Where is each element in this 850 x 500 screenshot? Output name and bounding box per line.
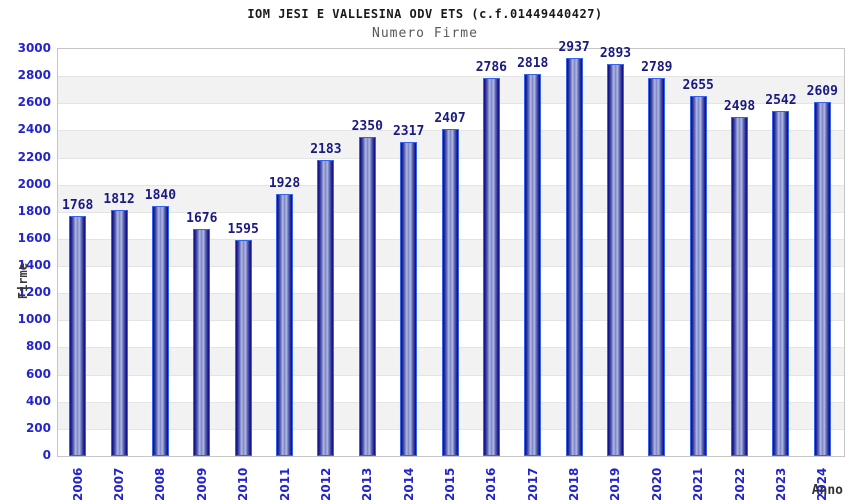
bar-2007 [110, 210, 128, 456]
bar-2022 [731, 117, 749, 456]
y-tick-label: 2400 [17, 122, 51, 137]
y-tick-label: 3000 [17, 41, 51, 55]
y-tick-label: 800 [25, 339, 51, 354]
y-tick-label: 1000 [17, 312, 51, 327]
bar-2011 [276, 194, 294, 456]
x-tick-label: 2011 [277, 467, 292, 500]
bar-value-label: 1928 [268, 176, 301, 192]
y-tick-label: 2200 [17, 149, 51, 164]
bar-2014 [400, 141, 418, 456]
bar-2012 [317, 159, 335, 456]
x-tick-label: 2021 [691, 467, 706, 500]
x-tick-label: 2015 [443, 467, 457, 500]
y-tick-label: 1400 [17, 258, 51, 273]
bar-2023 [772, 111, 790, 456]
bar-value-label: 1812 [103, 192, 135, 208]
bar-2019 [606, 63, 624, 456]
bar-value-label: 1768 [62, 198, 94, 214]
x-tick-label: 2017 [525, 467, 540, 500]
x-tick-label: 2023 [773, 467, 788, 500]
x-tick-label: 2014 [401, 467, 416, 500]
bar-value-label: 2350 [351, 119, 383, 135]
bar-value-label: 2818 [517, 55, 549, 71]
bar-value-label: 2407 [434, 111, 466, 127]
bar-2006 [69, 216, 87, 456]
chart-title: IOM JESI E VALLESINA ODV ETS (c.f.014494… [247, 7, 603, 21]
bar-value-label: 2789 [641, 59, 673, 75]
y-tick-label: 1800 [17, 203, 51, 218]
bar-value-label: 2498 [723, 99, 756, 115]
x-tick-label: 2018 [567, 467, 582, 500]
x-tick-label: 2022 [732, 467, 747, 500]
y-axis-title: Firme [16, 263, 30, 300]
bar-2015 [441, 129, 459, 456]
bar-2008 [151, 206, 169, 456]
x-tick-label: 2016 [484, 467, 499, 500]
y-tick-label: 1600 [17, 230, 51, 245]
grid-band [58, 103, 844, 130]
bar-2018 [565, 57, 583, 456]
x-tick-label: 2020 [649, 467, 664, 500]
y-tick-label: 2000 [17, 176, 51, 191]
bar-2020 [648, 77, 666, 456]
x-tick-label: 2012 [318, 467, 333, 500]
x-tick-label: 2010 [236, 467, 251, 500]
x-tick-label: 2009 [194, 467, 209, 500]
grid-band [58, 49, 844, 76]
bar-value-label: 1595 [227, 221, 259, 237]
bar-2024 [813, 102, 831, 456]
y-tick-label: 2800 [17, 68, 51, 83]
bar-value-label: 2655 [682, 77, 714, 93]
x-tick-label: 2007 [112, 467, 127, 500]
bar-value-label: 2183 [310, 141, 342, 157]
bar-2013 [358, 137, 376, 456]
y-tick-label: 400 [25, 393, 51, 408]
bar-value-label: 2786 [475, 60, 508, 76]
bar-value-label: 1676 [186, 210, 218, 226]
chart-subtitle: Numero Firme [372, 26, 478, 41]
bar-2009 [193, 228, 211, 456]
bar-value-label: 2609 [806, 84, 838, 100]
bar-value-label: 2317 [392, 123, 425, 139]
y-tick-label: 200 [25, 420, 51, 435]
x-tick-label: 2013 [360, 467, 375, 500]
bar-2021 [689, 95, 707, 456]
y-tick-label: 2600 [17, 95, 51, 110]
bar-value-label: 2893 [599, 45, 632, 61]
bar-value-label: 2937 [558, 39, 590, 55]
y-tick-label: 1200 [17, 285, 51, 300]
bar-value-label: 2542 [765, 93, 797, 109]
bar-2010 [234, 239, 252, 456]
x-tick-label: 2019 [608, 467, 623, 500]
bar-2016 [482, 78, 500, 456]
x-tick-label: 2008 [153, 467, 168, 500]
x-axis-title: Anno [811, 483, 843, 498]
bar-2017 [524, 73, 542, 456]
grid-band [58, 76, 844, 104]
y-tick-label: 0 [42, 448, 51, 462]
bar-value-label: 1840 [144, 188, 177, 204]
y-tick-label: 600 [25, 366, 51, 381]
x-tick-label: 2006 [70, 467, 85, 500]
